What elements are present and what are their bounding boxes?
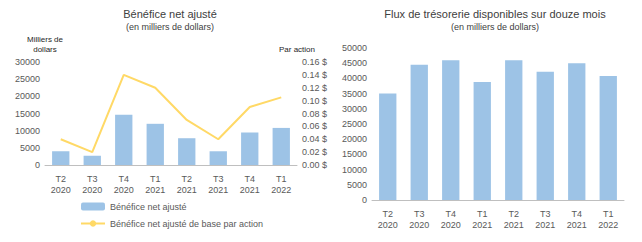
svg-text:2020: 2020 [114,185,134,195]
svg-text:0: 0 [362,195,367,205]
svg-text:15000: 15000 [15,109,40,119]
svg-text:T2: T2 [382,209,393,219]
svg-text:35000: 35000 [342,89,367,99]
svg-text:T1: T1 [603,209,614,219]
svg-text:Bénéfice net ajusté: Bénéfice net ajusté [110,202,187,212]
svg-text:2022: 2022 [271,185,291,195]
svg-text:Bénéfice net ajusté de base pa: Bénéfice net ajusté de base par action [110,219,263,229]
svg-text:2021: 2021 [504,220,524,230]
svg-text:2020: 2020 [51,185,71,195]
svg-text:15000: 15000 [342,149,367,159]
svg-text:(en milliers de dollars): (en milliers de dollars) [451,22,539,32]
svg-text:T3: T3 [540,209,551,219]
svg-text:25000: 25000 [342,119,367,129]
svg-text:45000: 45000 [342,58,367,68]
svg-text:T1: T1 [477,209,488,219]
svg-text:T2: T2 [55,174,66,184]
svg-text:0.08 $: 0.08 $ [302,109,327,119]
svg-text:T1: T1 [276,174,287,184]
svg-text:20000: 20000 [15,91,40,101]
svg-text:5000: 5000 [20,143,40,153]
svg-text:0.06 $: 0.06 $ [302,121,327,131]
svg-text:0.10 $: 0.10 $ [302,96,327,106]
svg-text:T4: T4 [445,209,456,219]
svg-text:20000: 20000 [342,134,367,144]
svg-text:0: 0 [35,160,40,170]
svg-text:2021: 2021 [208,185,228,195]
svg-text:0.04 $: 0.04 $ [302,134,327,144]
svg-text:0.12 $: 0.12 $ [302,83,327,93]
svg-text:T3: T3 [213,174,224,184]
svg-text:T4: T4 [571,209,582,219]
svg-text:30000: 30000 [15,57,40,67]
svg-text:T4: T4 [118,174,129,184]
svg-text:T2: T2 [181,174,192,184]
svg-text:T3: T3 [87,174,98,184]
svg-text:T3: T3 [414,209,425,219]
svg-text:2021: 2021 [535,220,555,230]
svg-text:2021: 2021 [567,220,587,230]
svg-text:2021: 2021 [240,185,260,195]
svg-text:2020: 2020 [82,185,102,195]
svg-text:2021: 2021 [177,185,197,195]
svg-text:Par action: Par action [279,45,315,54]
svg-text:2020: 2020 [409,220,429,230]
svg-text:T2: T2 [508,209,519,219]
svg-text:2021: 2021 [145,185,165,195]
svg-text:2020: 2020 [378,220,398,230]
svg-text:Flux de trésorerie disponibles: Flux de trésorerie disponibles sur douze… [384,8,606,20]
svg-text:2020: 2020 [441,220,461,230]
svg-text:2021: 2021 [472,220,492,230]
svg-text:(en milliers de dollars): (en milliers de dollars) [126,22,214,32]
svg-text:10000: 10000 [342,165,367,175]
svg-text:T1: T1 [150,174,161,184]
svg-text:dollars: dollars [33,45,57,54]
svg-text:Milliers de: Milliers de [27,35,64,44]
svg-text:T4: T4 [244,174,255,184]
svg-text:40000: 40000 [342,73,367,83]
svg-text:25000: 25000 [15,74,40,84]
svg-text:10000: 10000 [15,126,40,136]
svg-text:5000: 5000 [347,180,367,190]
svg-text:0.00 $: 0.00 $ [302,160,327,170]
svg-text:0.16 $: 0.16 $ [302,57,327,67]
svg-text:2022: 2022 [598,220,618,230]
svg-text:Bénéfice net ajusté: Bénéfice net ajusté [123,8,217,20]
svg-text:30000: 30000 [342,104,367,114]
svg-text:0.14 $: 0.14 $ [302,70,327,80]
svg-text:0.02 $: 0.02 $ [302,147,327,157]
svg-text:50000: 50000 [342,43,367,53]
